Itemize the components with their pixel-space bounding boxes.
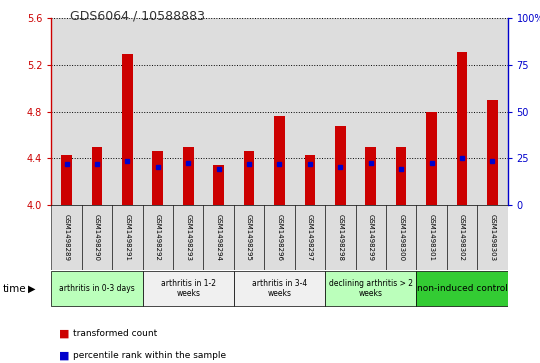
Bar <box>143 271 234 306</box>
Text: GSM1498293: GSM1498293 <box>185 214 191 261</box>
Bar <box>234 18 264 205</box>
Bar <box>143 205 173 270</box>
Bar <box>264 18 295 205</box>
Text: GSM1498295: GSM1498295 <box>246 214 252 261</box>
Bar <box>447 205 477 270</box>
Bar <box>92 147 102 205</box>
Bar <box>274 116 285 205</box>
Text: ■: ■ <box>59 351 70 361</box>
Bar <box>396 147 407 205</box>
Bar <box>112 18 143 205</box>
Text: ■: ■ <box>59 329 70 339</box>
Text: declining arthritis > 2
weeks: declining arthritis > 2 weeks <box>329 279 413 298</box>
Text: ▶: ▶ <box>28 284 35 294</box>
Bar <box>457 52 467 205</box>
Text: non-induced control: non-induced control <box>416 284 508 293</box>
Bar <box>173 205 204 270</box>
Text: GSM1498292: GSM1498292 <box>155 214 161 261</box>
Bar <box>204 205 234 270</box>
Bar <box>143 18 173 205</box>
Bar <box>51 18 82 205</box>
Bar <box>386 205 416 270</box>
Bar <box>234 271 325 306</box>
Bar <box>325 205 355 270</box>
Bar <box>213 166 224 205</box>
Bar <box>366 147 376 205</box>
Text: GSM1498291: GSM1498291 <box>124 214 130 261</box>
Bar <box>244 151 254 205</box>
Bar <box>51 205 82 270</box>
Text: GSM1498302: GSM1498302 <box>459 214 465 261</box>
Text: GSM1498301: GSM1498301 <box>429 214 435 261</box>
Bar <box>51 271 143 306</box>
Bar <box>325 18 355 205</box>
Text: GSM1498298: GSM1498298 <box>338 214 343 261</box>
Bar <box>234 205 264 270</box>
Bar <box>426 112 437 205</box>
Text: arthritis in 0-3 days: arthritis in 0-3 days <box>59 284 135 293</box>
Bar <box>82 18 112 205</box>
Text: time: time <box>3 284 26 294</box>
Bar <box>305 155 315 205</box>
Text: GSM1498297: GSM1498297 <box>307 214 313 261</box>
Bar <box>487 100 498 205</box>
Text: GSM1498296: GSM1498296 <box>276 214 282 261</box>
Text: GSM1498289: GSM1498289 <box>64 214 70 261</box>
Bar <box>82 205 112 270</box>
Bar <box>152 151 163 205</box>
Text: GDS6064 / 10588883: GDS6064 / 10588883 <box>70 9 205 22</box>
Bar <box>61 155 72 205</box>
Text: arthritis in 3-4
weeks: arthritis in 3-4 weeks <box>252 279 307 298</box>
Text: GSM1498294: GSM1498294 <box>215 214 221 261</box>
Bar <box>112 205 143 270</box>
Text: GSM1498303: GSM1498303 <box>489 214 495 261</box>
Text: GSM1498290: GSM1498290 <box>94 214 100 261</box>
Bar <box>335 126 346 205</box>
Text: GSM1498299: GSM1498299 <box>368 214 374 261</box>
Bar <box>416 18 447 205</box>
Bar <box>173 18 204 205</box>
Bar <box>355 18 386 205</box>
Bar <box>183 147 193 205</box>
Bar <box>447 18 477 205</box>
Bar <box>477 18 508 205</box>
Text: transformed count: transformed count <box>73 330 157 338</box>
Bar <box>477 205 508 270</box>
Bar <box>416 271 508 306</box>
Bar <box>295 18 325 205</box>
Bar <box>264 205 295 270</box>
Text: percentile rank within the sample: percentile rank within the sample <box>73 351 226 360</box>
Bar <box>386 18 416 205</box>
Bar <box>122 54 133 205</box>
Bar <box>416 205 447 270</box>
Bar <box>355 205 386 270</box>
Bar <box>295 205 325 270</box>
Bar <box>204 18 234 205</box>
Bar <box>325 271 416 306</box>
Text: GSM1498300: GSM1498300 <box>398 214 404 261</box>
Text: arthritis in 1-2
weeks: arthritis in 1-2 weeks <box>161 279 215 298</box>
